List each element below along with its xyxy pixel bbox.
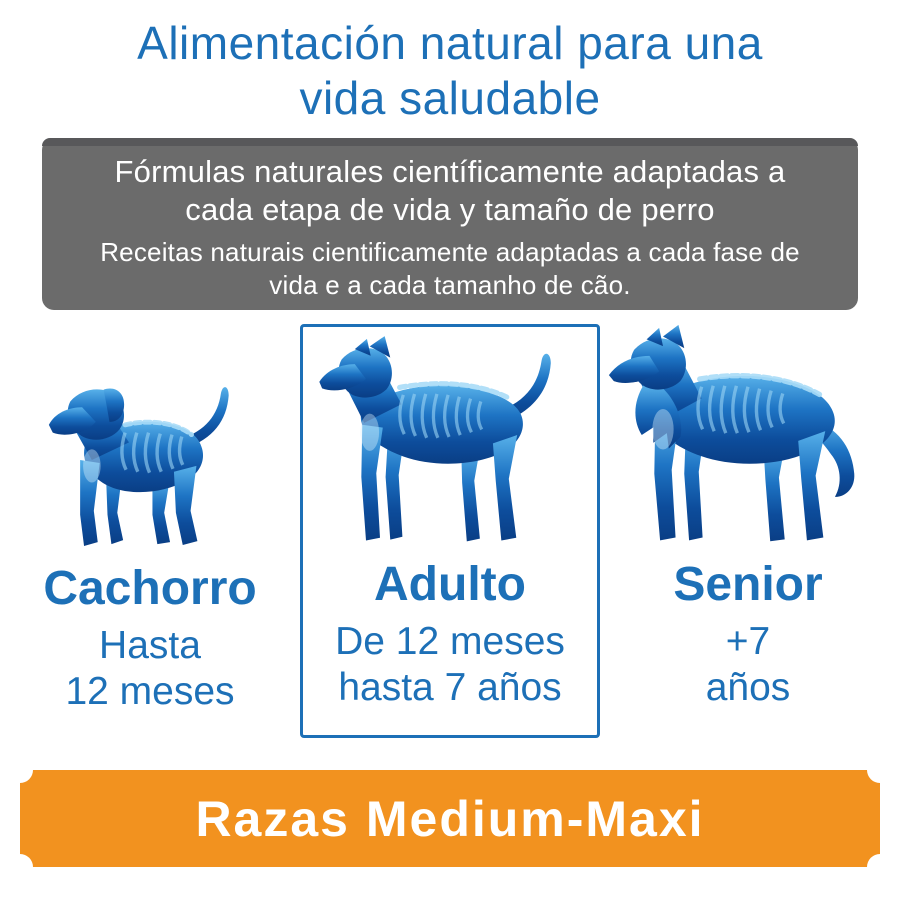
senior-xray-dog-icon — [603, 324, 893, 550]
corner-notch — [867, 757, 893, 783]
stage-name-cachorro: Cachorro — [43, 562, 257, 615]
breed-size-label: Razas Medium-Maxi — [195, 790, 705, 847]
corner-notch — [7, 757, 33, 783]
stage-column-adulto-highlight-box: Adulto De 12 meses hasta 7 años — [300, 324, 600, 738]
stage-name-senior: Senior — [673, 558, 823, 611]
panel-top-edge — [42, 138, 858, 146]
stage-name-adulto: Adulto — [374, 558, 526, 611]
stage-range-cachorro: Hasta 12 meses — [65, 623, 235, 713]
info-text-spanish: Fórmulas naturales científicamente adapt… — [114, 154, 786, 227]
info-panel: Fórmulas naturales científicamente adapt… — [42, 138, 858, 310]
page-title: Alimentación natural para una vida salud… — [137, 17, 763, 124]
stage-range-senior: +7 años — [705, 619, 791, 709]
puppy-xray-dog-icon — [43, 330, 258, 554]
info-text-portuguese: Receitas naturais cientificamente adapta… — [100, 237, 800, 300]
stage-column-senior: Senior +7 años — [603, 324, 893, 711]
breed-size-banner: Razas Medium-Maxi — [7, 757, 893, 880]
corner-notch — [867, 854, 893, 880]
adult-xray-dog-icon — [310, 327, 590, 550]
stage-range-adulto: De 12 meses hasta 7 años — [335, 619, 565, 709]
stage-column-cachorro: Cachorro Hasta 12 meses — [18, 330, 282, 715]
corner-notch — [7, 854, 33, 880]
